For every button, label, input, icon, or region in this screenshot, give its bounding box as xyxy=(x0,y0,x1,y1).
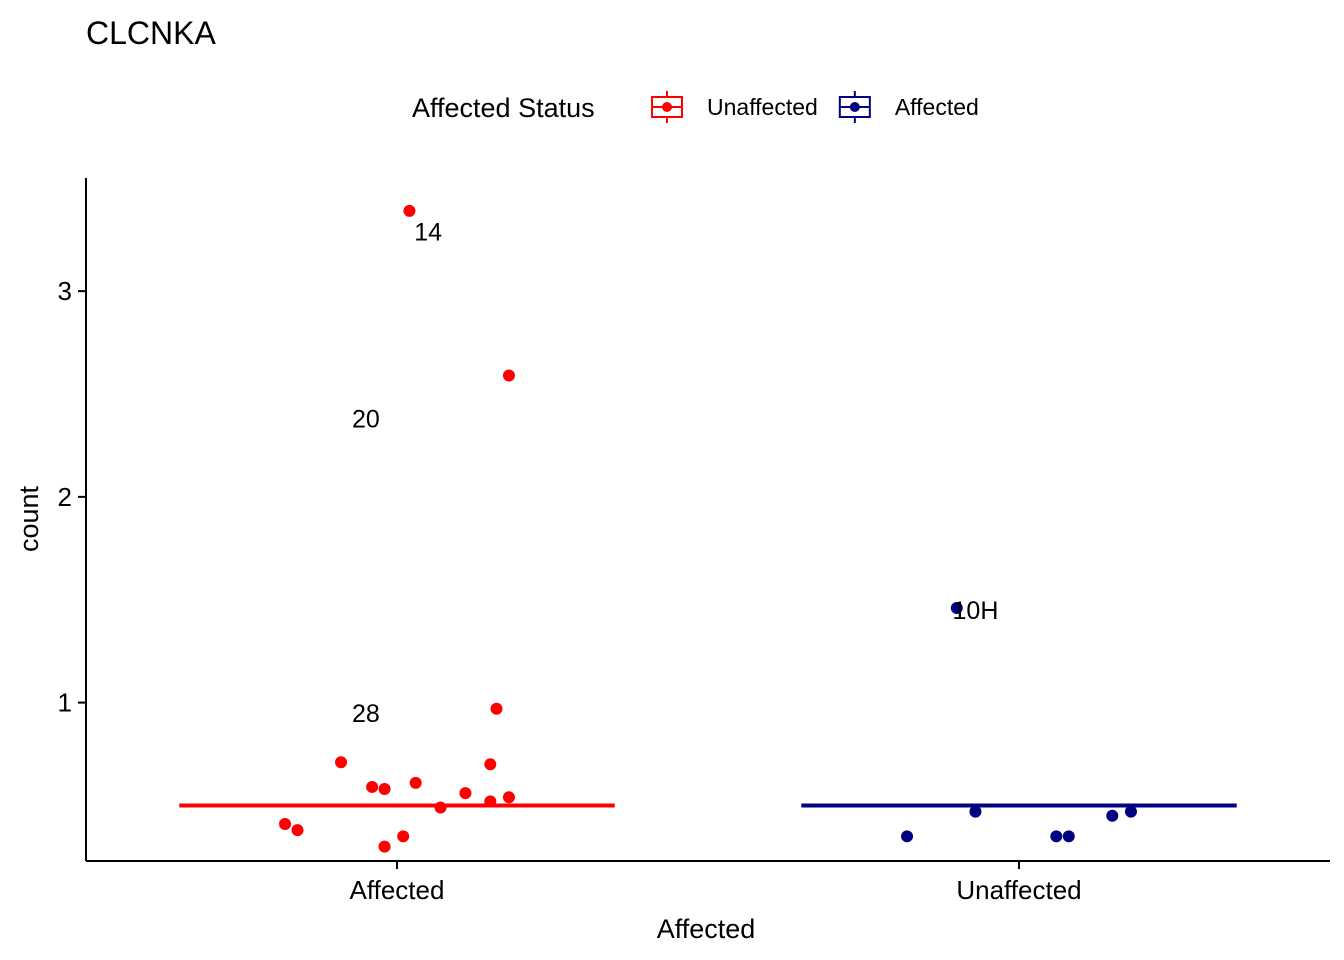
data-point xyxy=(279,817,292,830)
point-label: 10H xyxy=(953,597,999,625)
legend-entry: Affected xyxy=(838,91,979,123)
y-tick-label: 2 xyxy=(58,482,72,512)
legend-point xyxy=(662,102,672,112)
data-point xyxy=(502,369,515,382)
data-point xyxy=(434,801,447,814)
data-point xyxy=(459,787,472,800)
data-point xyxy=(901,830,914,843)
data-point xyxy=(950,601,963,614)
y-tick-label: 1 xyxy=(58,688,72,718)
point-label: 28 xyxy=(352,700,380,728)
data-point xyxy=(291,824,304,837)
data-point xyxy=(969,805,982,818)
data-point xyxy=(1062,830,1075,843)
y-tick-label: 3 xyxy=(58,276,72,306)
data-point xyxy=(378,782,391,795)
y-axis-title: count xyxy=(14,485,44,552)
data-point xyxy=(1124,805,1137,818)
data-point xyxy=(403,204,416,217)
data-point xyxy=(484,758,497,771)
point-label: 20 xyxy=(352,406,380,434)
point-label: 14 xyxy=(414,218,442,246)
x-tick-label: Unaffected xyxy=(956,875,1081,905)
data-point xyxy=(397,830,410,843)
data-point xyxy=(502,791,515,804)
legend-title: Affected Status xyxy=(412,93,595,123)
data-point xyxy=(366,780,379,793)
legend-entry: Unaffected xyxy=(651,91,818,123)
data-point xyxy=(490,702,503,715)
legend: Affected Status Unaffected Affected xyxy=(412,91,979,123)
axes: 1 2 3 Affected Unaffected xyxy=(58,178,1330,905)
data-point xyxy=(1050,830,1063,843)
y-ticks: 1 2 3 xyxy=(58,276,86,718)
data-point xyxy=(409,776,422,789)
data-points xyxy=(279,204,1137,853)
point-labels: 14 20 28 10H xyxy=(352,218,998,727)
legend-label: Affected xyxy=(895,94,979,120)
data-point xyxy=(1106,809,1119,822)
data-point xyxy=(378,840,391,853)
x-tick-label: Affected xyxy=(350,875,445,905)
data-point xyxy=(335,756,348,769)
legend-point xyxy=(849,102,860,112)
x-axis-title: Affected xyxy=(657,914,756,944)
chart-title: CLCNKA xyxy=(86,15,216,51)
legend-label: Unaffected xyxy=(707,94,818,120)
data-point xyxy=(484,795,497,808)
x-ticks: Affected Unaffected xyxy=(350,861,1082,905)
